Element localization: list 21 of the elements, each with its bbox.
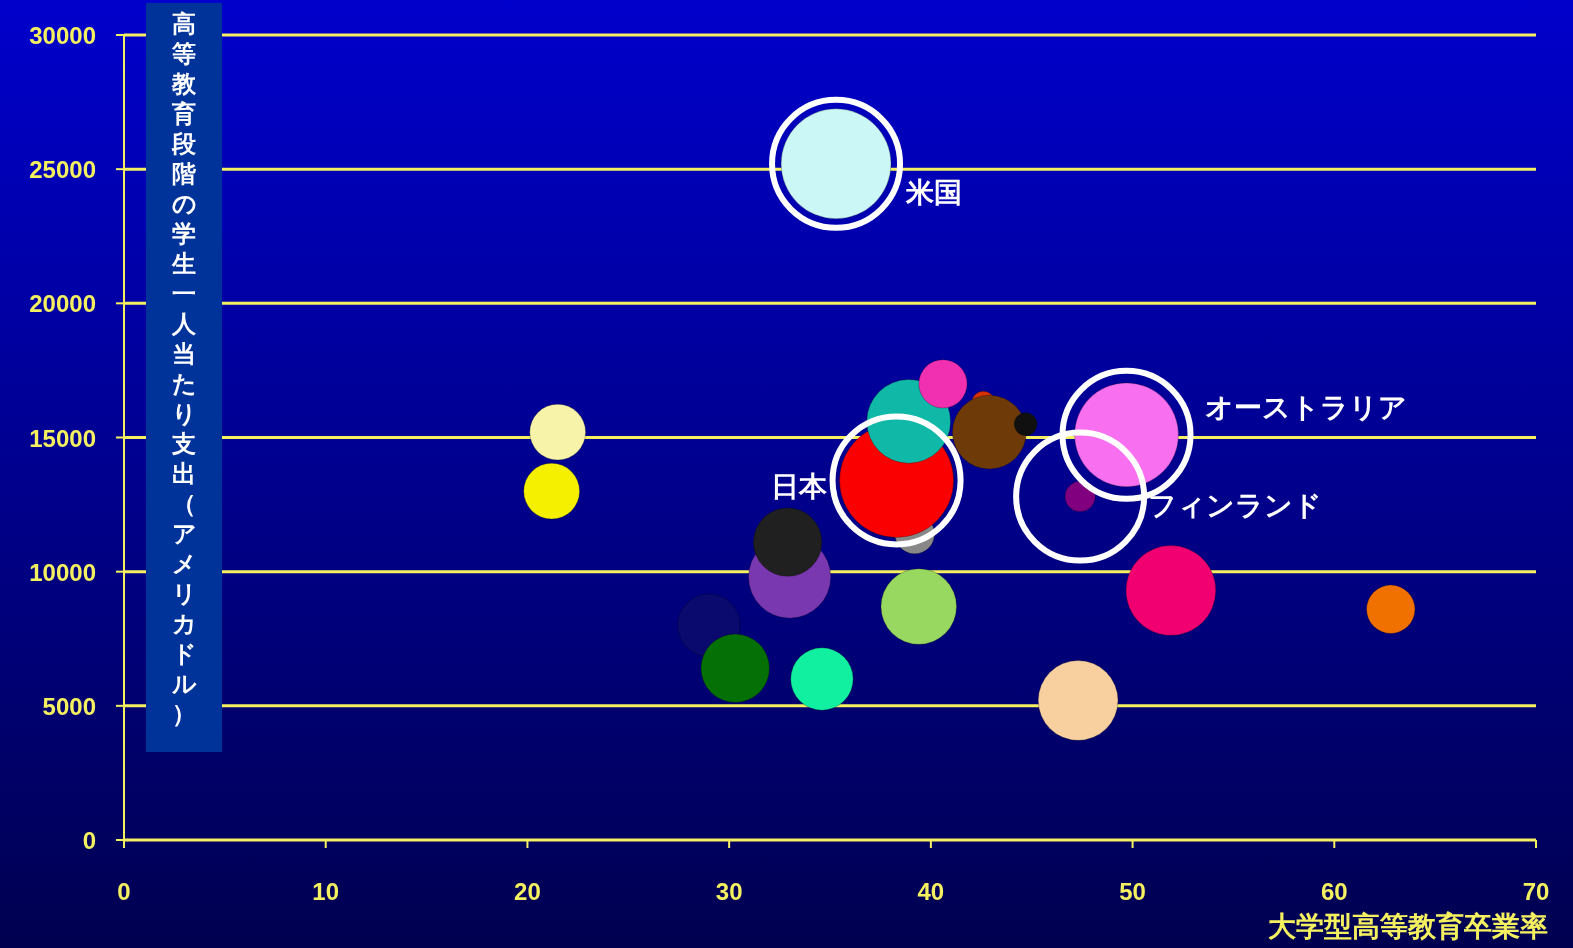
x-tick-label: 40 bbox=[917, 878, 945, 905]
x-tick-label: 70 bbox=[1522, 878, 1550, 905]
y-tick-label: 25000 bbox=[29, 156, 96, 184]
x-tick-label: 30 bbox=[715, 878, 743, 905]
x-tick-label: 20 bbox=[514, 878, 541, 905]
y-tick-label: 20000 bbox=[29, 290, 96, 318]
x-tick-label: 10 bbox=[312, 878, 340, 905]
annotation: オーストラリア bbox=[1204, 391, 1407, 423]
annotation: フィンランド bbox=[1148, 489, 1323, 521]
x-tick-label: 50 bbox=[1119, 878, 1146, 905]
x-tick-label: 60 bbox=[1320, 878, 1348, 905]
y-tick-label: 15000 bbox=[29, 424, 96, 452]
y-tick-label: 0 bbox=[82, 827, 96, 854]
x-tick-label: 0 bbox=[117, 878, 131, 905]
x-axis-title: 大学型高等教育卒業率 bbox=[1268, 911, 1548, 942]
annotation: 米国 bbox=[905, 176, 963, 208]
y-tick-label: 10000 bbox=[29, 558, 96, 586]
text: 高等教育段階の学生一人当たり支出（アメリカドル） bbox=[171, 10, 197, 727]
y-tick-label: 30000 bbox=[29, 22, 96, 49]
y-tick-label: 5000 bbox=[42, 692, 96, 720]
annotation: 日本 bbox=[770, 471, 828, 503]
